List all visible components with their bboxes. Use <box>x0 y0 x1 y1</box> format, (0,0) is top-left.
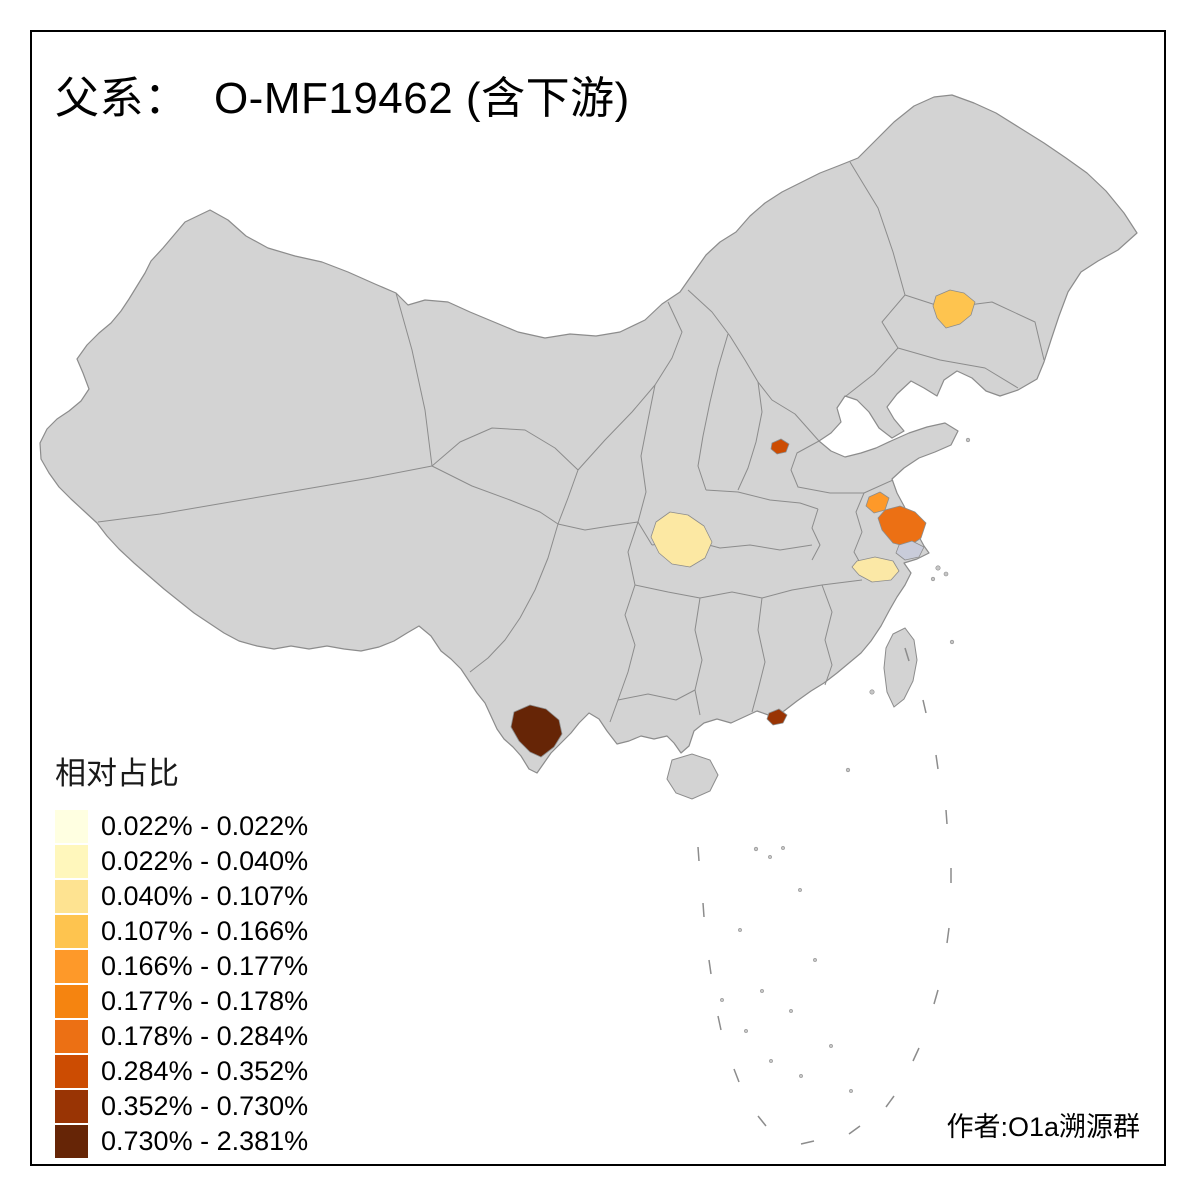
legend-label: 0.178% - 0.284% <box>101 1020 309 1051</box>
legend-swatch <box>55 914 88 948</box>
nine-dash-line <box>697 647 952 1145</box>
legend-label: 0.730% - 2.381% <box>101 1125 309 1156</box>
legend-swatch <box>55 844 88 878</box>
legend-row: 0.107% - 0.166% <box>55 914 308 948</box>
highlighted-regions <box>510 289 976 758</box>
legend: 相对占比 0.022% - 0.022% 0.022% - 0.040% 0.0… <box>55 748 308 1159</box>
legend-title: 相对占比 <box>55 756 179 791</box>
page-title: 父系： O-MF19462 (含下游) <box>55 74 630 123</box>
hainan-island <box>666 753 719 800</box>
region-zhejiang-north <box>851 556 900 583</box>
legend-swatch <box>55 1054 88 1088</box>
legend-label: 0.040% - 0.107% <box>101 880 309 911</box>
legend-label: 0.284% - 0.352% <box>101 1055 309 1086</box>
region-yunnan-west <box>510 704 563 758</box>
legend-row: 0.730% - 2.381% <box>55 1124 308 1158</box>
legend-row: 0.022% - 0.040% <box>55 844 308 878</box>
legend-row: 0.352% - 0.730% <box>55 1089 308 1123</box>
legend-swatch <box>55 1089 88 1123</box>
province-borders <box>97 161 1045 723</box>
legend-row: 0.040% - 0.107% <box>55 879 308 913</box>
legend-label: 0.107% - 0.166% <box>101 915 309 946</box>
china-landmass <box>39 94 1138 774</box>
legend-swatch <box>55 809 88 843</box>
legend-swatch <box>55 879 88 913</box>
legend-label: 0.352% - 0.730% <box>101 1090 309 1121</box>
legend-label: 0.022% - 0.022% <box>101 810 309 841</box>
region-guangdong-delta <box>766 708 788 726</box>
region-sichuan-chongqing <box>650 511 713 568</box>
legend-row: 0.284% - 0.352% <box>55 1054 308 1088</box>
region-northeast-jilin <box>932 289 976 329</box>
legend-row: 0.022% - 0.022% <box>55 809 308 843</box>
legend-swatch <box>55 949 88 983</box>
region-hebei-shandong-small <box>770 438 790 455</box>
legend-label: 0.022% - 0.040% <box>101 845 309 876</box>
legend-row: 0.178% - 0.284% <box>55 1019 308 1053</box>
legend-swatch <box>55 1019 88 1053</box>
legend-label: 0.166% - 0.177% <box>101 950 309 981</box>
taiwan-island <box>883 627 918 708</box>
legend-row: 0.177% - 0.178% <box>55 984 308 1018</box>
region-shanghai-area <box>895 540 925 561</box>
small-islands <box>720 437 971 1093</box>
attribution: 作者:O1a溯源群 <box>946 1112 1140 1142</box>
legend-swatch <box>55 1124 88 1158</box>
legend-label: 0.177% - 0.178% <box>101 985 309 1016</box>
legend-row: 0.166% - 0.177% <box>55 949 308 983</box>
legend-swatch <box>55 984 88 1018</box>
